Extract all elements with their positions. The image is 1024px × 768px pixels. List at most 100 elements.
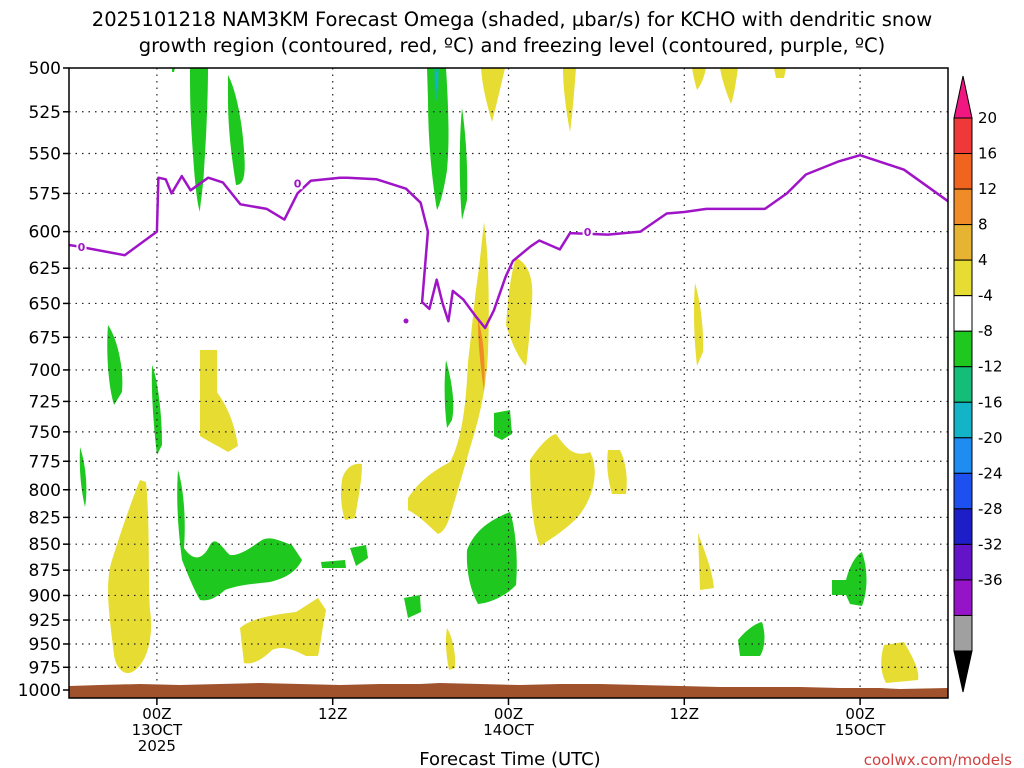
omega-region-green-15 bbox=[738, 622, 765, 656]
x-tick-label-0-2: 2025 bbox=[138, 737, 176, 755]
x-tick-label-4-0: 00Z bbox=[845, 705, 874, 723]
x-tick-label-0-1: 13OCT bbox=[132, 721, 183, 739]
y-tick-label-875: 875 bbox=[29, 561, 61, 581]
colorbar-box-7 bbox=[953, 366, 973, 403]
omega-region-yellow-13 bbox=[481, 68, 505, 122]
omega-region-green-3 bbox=[427, 68, 449, 210]
omega-region-green-4 bbox=[459, 108, 468, 220]
omega-region-yellow-17 bbox=[774, 68, 786, 78]
colorbar-label-8: -16 bbox=[978, 393, 1003, 411]
freezing-label-bg-1 bbox=[292, 177, 303, 190]
x-axis-label: Forecast Time (UTC) bbox=[419, 749, 600, 768]
colorbar-box-6 bbox=[953, 330, 973, 368]
omega-region-yellow-4 bbox=[341, 463, 362, 520]
colorbar-label-5: -4 bbox=[978, 287, 993, 305]
colorbar-box-4 bbox=[953, 259, 973, 297]
omega-region-orange-1 bbox=[478, 320, 485, 392]
y-tick-label-550: 550 bbox=[29, 145, 61, 165]
y-tick-label-700: 700 bbox=[29, 361, 61, 381]
freezing-label-2: 0 bbox=[584, 226, 592, 239]
colorbar-label-7: -12 bbox=[978, 358, 1003, 376]
omega-region-yellow-1 bbox=[108, 480, 152, 674]
surface-terrain-band bbox=[69, 683, 948, 698]
colorbar-box-10 bbox=[953, 472, 973, 510]
x-tick-label-1-0: 12Z bbox=[318, 705, 347, 723]
y-tick-label-950: 950 bbox=[29, 635, 61, 655]
omega-region-yellow-3 bbox=[240, 598, 326, 664]
y-tick-label-625: 625 bbox=[29, 259, 61, 279]
omega-region-green-14 bbox=[466, 512, 517, 604]
omega-region-green-16 bbox=[832, 552, 867, 606]
colorbar-label-12: -32 bbox=[978, 535, 1003, 553]
colorbar-box-12 bbox=[953, 543, 973, 581]
colorbar-label-13: -36 bbox=[978, 571, 1003, 589]
x-tick-label-4-1: 15OCT bbox=[835, 721, 886, 739]
y-tick-label-725: 725 bbox=[29, 392, 61, 412]
y-tick-label-925: 925 bbox=[29, 611, 61, 631]
freezing-label-0: 0 bbox=[78, 241, 86, 254]
x-tick-label-2-0: 00Z bbox=[494, 705, 523, 723]
freezing-level-isolated-dot bbox=[403, 318, 409, 324]
credit-text: coolwx.com/models bbox=[864, 751, 1012, 768]
y-tick-label-650: 650 bbox=[29, 294, 61, 314]
chart-title-line-1: 2025101218 NAM3KM Forecast Omega (shaded… bbox=[92, 8, 932, 31]
omega-region-yellow-14 bbox=[563, 68, 576, 132]
colorbar-label-2: 12 bbox=[978, 180, 997, 198]
omega-shading bbox=[79, 68, 919, 683]
colorbar-label-3: 8 bbox=[978, 216, 988, 234]
colorbar-box-14 bbox=[953, 614, 973, 652]
y-axis: 500 525 550 575 600 625 650 675 700 725 750 775 800 8… bbox=[18, 59, 69, 701]
omega-region-yellow-7 bbox=[530, 434, 595, 546]
freezing-label-bg-2 bbox=[582, 225, 593, 238]
omega-region-yellow-6 bbox=[506, 258, 533, 366]
omega-region-green-8 bbox=[177, 470, 302, 601]
y-tick-label-600: 600 bbox=[29, 223, 61, 243]
colorbar-bottom-arrow bbox=[953, 650, 973, 693]
omega-region-green-10 bbox=[350, 545, 368, 566]
omega-region-green-7 bbox=[79, 447, 87, 507]
colorbar-box-0 bbox=[953, 117, 973, 155]
plot-content: 0 0 0 bbox=[69, 68, 948, 698]
freezing-level-contour-labels: 0 0 0 bbox=[76, 177, 593, 254]
colorbar-box-5 bbox=[953, 295, 973, 332]
omega-region-green-11 bbox=[404, 595, 421, 618]
colorbar-box-3 bbox=[953, 224, 973, 261]
omega-region-green-12 bbox=[444, 360, 454, 428]
omega-region-green-13 bbox=[494, 410, 512, 440]
omega-region-yellow-5 bbox=[408, 222, 489, 534]
x-tick-label-0-0: 00Z bbox=[142, 705, 171, 723]
omega-region-yellow-15 bbox=[692, 68, 706, 90]
y-tick-label-750: 750 bbox=[29, 423, 61, 443]
colorbar-label-9: -20 bbox=[978, 429, 1003, 447]
freezing-label-bg-0 bbox=[76, 240, 87, 253]
y-tick-label-975: 975 bbox=[29, 658, 61, 678]
omega-region-green-17 bbox=[172, 68, 175, 72]
y-tick-label-850: 850 bbox=[29, 535, 61, 555]
colorbar-label-10: -24 bbox=[978, 464, 1003, 482]
colorbar: 20 16 12 8 4 -4 -8 -12 -16 -20 -24 -28 -32 -36 bbox=[953, 75, 1003, 693]
omega-region-green-6 bbox=[151, 365, 162, 455]
omega-region-green-1 bbox=[190, 68, 208, 212]
grid-vertical-lines bbox=[156, 68, 861, 698]
colorbar-label-0: 20 bbox=[978, 109, 997, 127]
omega-region-green-9 bbox=[321, 560, 346, 568]
x-tick-label-2-1: 14OCT bbox=[483, 721, 534, 739]
y-tick-label-675: 675 bbox=[29, 328, 61, 348]
y-tick-label-500: 500 bbox=[29, 59, 61, 79]
y-tick-label-1000: 1000 bbox=[18, 681, 61, 701]
omega-region-yellow-12 bbox=[445, 628, 456, 670]
omega-region-yellow-10 bbox=[698, 533, 714, 590]
colorbar-top-arrow bbox=[953, 75, 973, 119]
colorbar-label-11: -28 bbox=[978, 500, 1003, 518]
chart-title-line-2: growth region (contoured, red, ºC) and f… bbox=[139, 34, 886, 57]
colorbar-box-11 bbox=[953, 508, 973, 545]
y-tick-label-900: 900 bbox=[29, 586, 61, 606]
colorbar-box-13 bbox=[953, 579, 973, 616]
omega-region-teal-2 bbox=[435, 72, 438, 90]
colorbar-label-1: 16 bbox=[978, 145, 997, 163]
colorbar-box-1 bbox=[953, 153, 973, 190]
y-tick-label-825: 825 bbox=[29, 508, 61, 528]
colorbar-label-4: 4 bbox=[978, 251, 988, 269]
